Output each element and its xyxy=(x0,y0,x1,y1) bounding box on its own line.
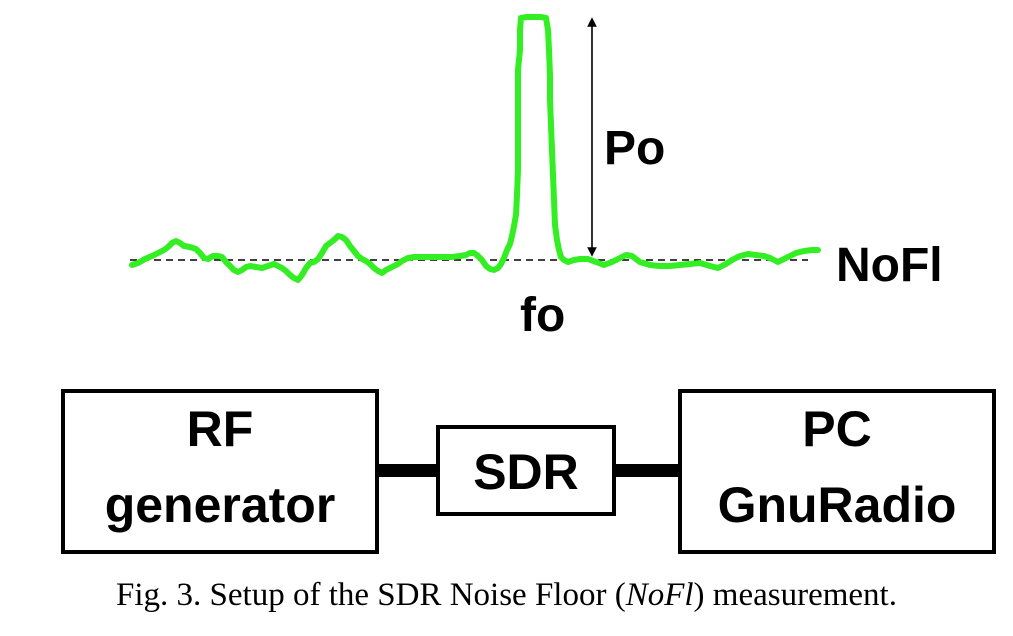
caption-suffix: ) measurement. xyxy=(693,577,897,613)
sdr-to-pc-connector xyxy=(614,464,680,477)
rf-generator-label-line2: generator xyxy=(105,477,336,533)
rf-generator-block: RF generator xyxy=(61,389,379,554)
pc-gnuradio-block: PC GnuRadio xyxy=(678,389,996,554)
block-diagram: RF generator SDR PC GnuRadio xyxy=(61,389,996,554)
caption-math: NoFl xyxy=(625,577,694,613)
sdr-block: SDR xyxy=(436,425,616,516)
pc-gnuradio-box xyxy=(678,389,996,554)
rf-generator-label-line1: RF xyxy=(187,401,254,457)
pc-label-line1: PC xyxy=(802,401,871,457)
rf-to-sdr-connector xyxy=(377,464,438,477)
sdr-label: SDR xyxy=(473,444,579,500)
peak-power-label: Po xyxy=(604,122,665,175)
spectrum-plot: Po NoFl fo xyxy=(129,14,943,342)
noise-floor-label: NoFl xyxy=(836,239,943,292)
pc-label-line2: GnuRadio xyxy=(718,477,957,533)
rf-generator-box xyxy=(61,389,379,554)
caption-prefix: Fig. 3. Setup of the SDR Noise Floor ( xyxy=(116,577,626,613)
spectrum-trace xyxy=(129,14,821,283)
sdr-box xyxy=(436,425,616,516)
figure-caption: Fig. 3. Setup of the SDR Noise Floor (No… xyxy=(0,577,1013,614)
frequency-label: fo xyxy=(520,289,565,342)
